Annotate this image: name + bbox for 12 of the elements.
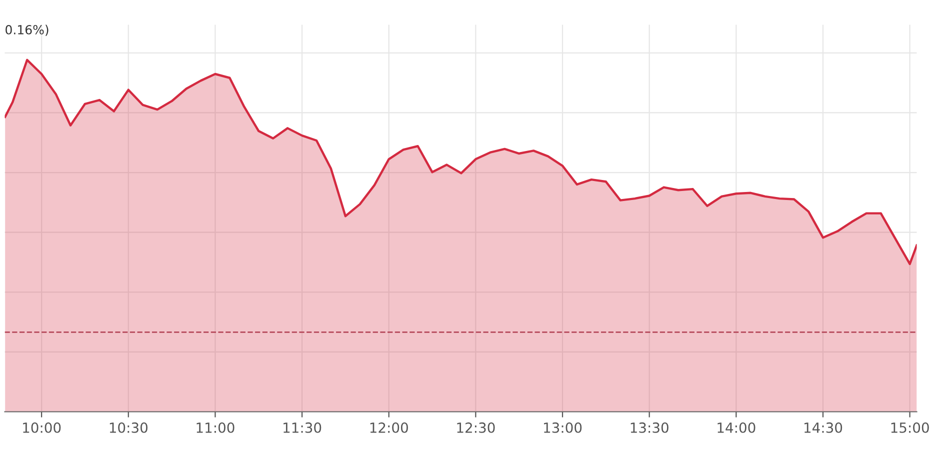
x-tick-label: 13:00 [544,422,582,433]
x-tick-label: 10:00 [23,422,61,433]
x-tick-label: 14:00 [718,422,756,433]
x-tick-label: 12:00 [370,422,408,433]
x-tick-label: 12:30 [457,422,495,433]
x-tick-label: 15:00 [891,422,929,433]
x-tick-label: 11:00 [196,422,234,433]
x-tick-label: 10:30 [110,422,148,433]
x-tick-label: 13:30 [630,422,668,433]
x-tick-label: 11:30 [284,422,322,433]
x-tick-label: 14:30 [804,422,842,433]
text: 0.16%) [6,24,48,36]
